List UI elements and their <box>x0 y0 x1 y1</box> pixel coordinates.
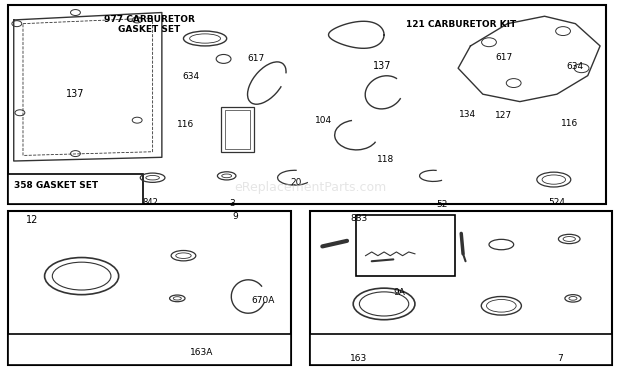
Text: 842: 842 <box>142 198 158 207</box>
Text: 617: 617 <box>247 55 264 64</box>
Text: 116: 116 <box>560 119 578 128</box>
FancyBboxPatch shape <box>310 334 613 365</box>
Text: 118: 118 <box>377 156 394 165</box>
Text: 358 GASKET SET: 358 GASKET SET <box>14 181 98 190</box>
Text: 116: 116 <box>177 120 195 129</box>
Text: eReplacementParts.com: eReplacementParts.com <box>234 181 386 193</box>
Text: 104: 104 <box>315 116 332 125</box>
Text: 137: 137 <box>66 89 85 99</box>
FancyBboxPatch shape <box>7 174 143 204</box>
Text: 883: 883 <box>350 214 368 223</box>
Text: 617: 617 <box>495 53 512 62</box>
Text: 670A: 670A <box>251 296 275 305</box>
Text: 127: 127 <box>495 111 512 120</box>
Text: 52: 52 <box>436 200 448 209</box>
Text: 634: 634 <box>567 62 584 71</box>
Text: 634: 634 <box>183 72 200 81</box>
FancyBboxPatch shape <box>7 334 291 365</box>
Text: 163: 163 <box>350 354 368 363</box>
Text: 20: 20 <box>290 178 301 187</box>
Text: 163A: 163A <box>190 348 213 357</box>
Text: 9A: 9A <box>393 288 405 297</box>
Text: 137: 137 <box>373 61 391 71</box>
Text: 3: 3 <box>230 199 236 208</box>
Text: 524: 524 <box>548 199 565 208</box>
Text: 12: 12 <box>26 215 38 226</box>
Text: 134: 134 <box>459 110 477 119</box>
Text: 7: 7 <box>557 354 562 363</box>
Text: 9: 9 <box>233 212 239 221</box>
Text: 121 CARBURETOR KIT: 121 CARBURETOR KIT <box>406 20 516 29</box>
Text: 977 CARBURETOR
GASKET SET: 977 CARBURETOR GASKET SET <box>104 15 195 34</box>
